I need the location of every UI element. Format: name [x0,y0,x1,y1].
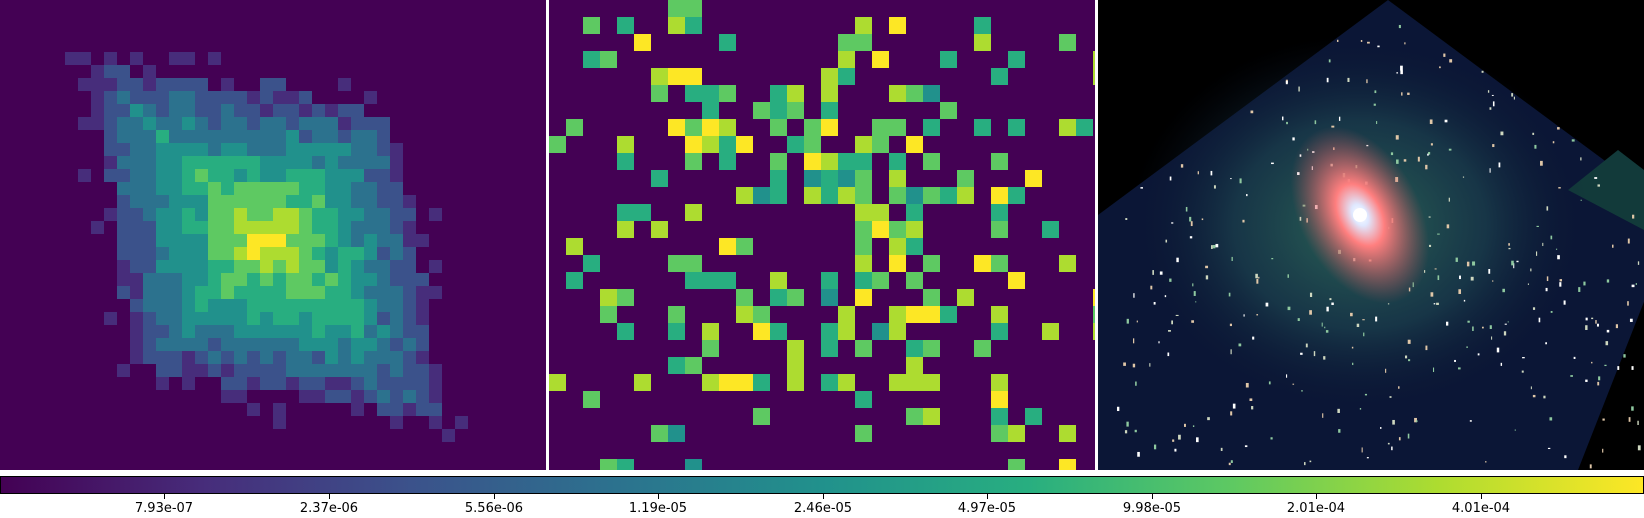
colorbar-tick-label: 7.93e-07 [134,501,194,516]
colorbar [0,476,1644,494]
colorbar-tick [1152,494,1153,499]
colorbar-tick [494,494,495,499]
colorbar-tick [1316,494,1317,499]
colorbar-tick [329,494,330,499]
colorbar-tick-label: 9.98e-05 [1122,501,1182,516]
colorbar-tick-label: 1.19e-05 [628,501,688,516]
flux-map-image [65,52,468,442]
panel-divider [1095,0,1098,470]
galaxy-image [1098,0,1644,470]
flux-map-panel [0,0,546,470]
colorbar-tick-label: 5.56e-06 [464,501,524,516]
colorbar-tick [823,494,824,499]
masked-map-image [549,0,1095,470]
colorbar-tick [1481,494,1482,499]
colorbar-tick-label: 2.37e-06 [299,501,359,516]
panel-divider [546,0,549,470]
colorbar-tick-label: 4.01e-04 [1451,501,1511,516]
colorbar-tick [164,494,165,499]
colorbar-tick [987,494,988,499]
galaxy-image-panel [1098,0,1644,470]
colorbar-tick-label: 2.46e-05 [793,501,853,516]
colorbar-tick [658,494,659,499]
masked-map-panel [549,0,1095,470]
colorbar-tick-label: 2.01e-04 [1286,501,1346,516]
colorbar-tick-label: 4.97e-05 [957,501,1017,516]
